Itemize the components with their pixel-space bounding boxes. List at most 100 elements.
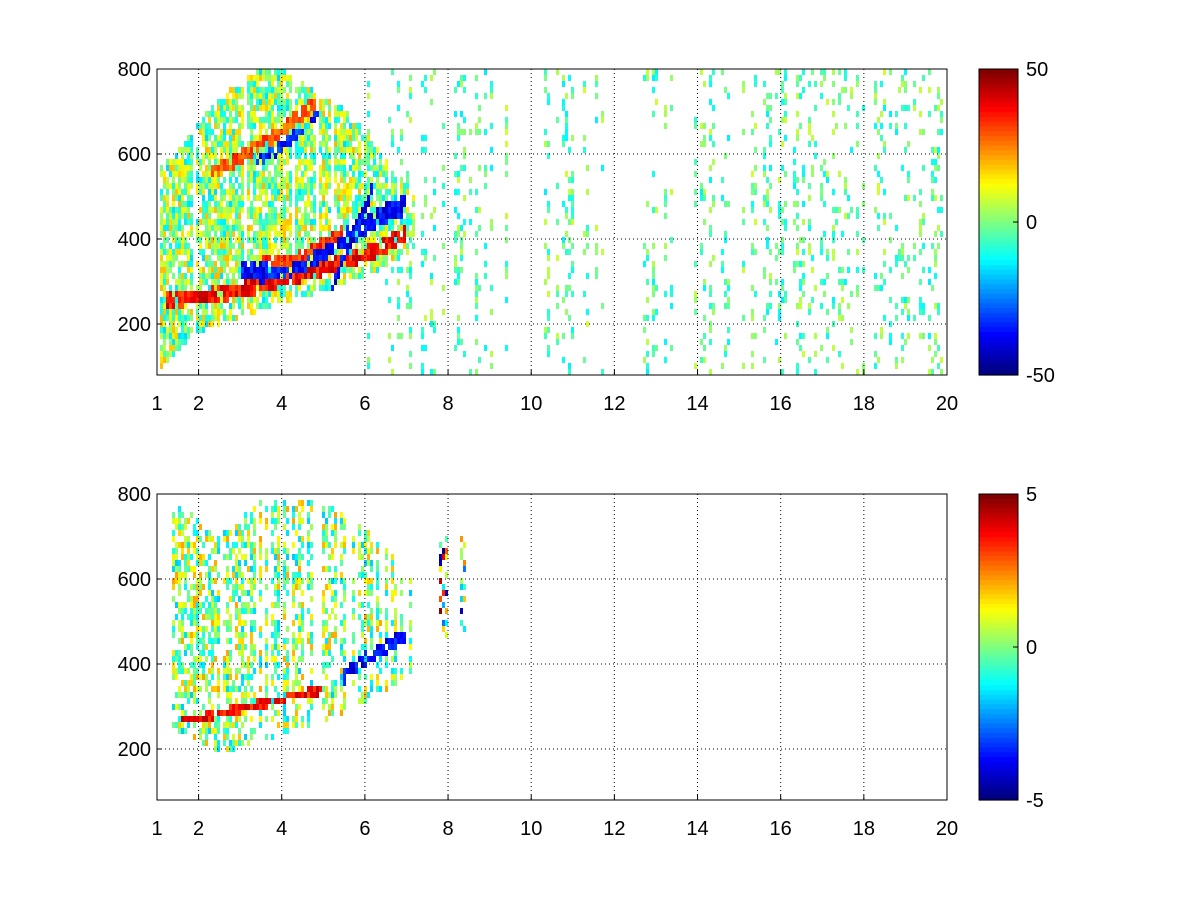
heatmap-cell: [181, 279, 184, 285]
heatmap-cell: [298, 524, 301, 530]
heatmap-cell: [265, 87, 268, 93]
heatmap-cell: [562, 141, 565, 147]
heatmap-cell: [385, 213, 388, 219]
heatmap-cell: [907, 333, 910, 339]
heatmap-cell: [208, 554, 211, 560]
heatmap-cell: [310, 243, 313, 249]
heatmap-cell: [223, 309, 226, 315]
heatmap-cell: [286, 680, 289, 686]
heatmap-cell: [205, 680, 208, 686]
heatmap-cell: [334, 261, 337, 267]
heatmap-cell: [298, 225, 301, 231]
heatmap-cell: [169, 291, 172, 297]
heatmap-cell: [289, 201, 292, 207]
heatmap-cell: [820, 195, 823, 201]
heatmap-cell: [235, 644, 238, 650]
heatmap-cell: [178, 512, 181, 518]
heatmap-cell: [187, 183, 190, 189]
heatmap-cell: [367, 554, 370, 560]
heatmap-cell: [274, 243, 277, 249]
heatmap-cell: [655, 309, 658, 315]
heatmap-cell: [172, 584, 175, 590]
colorbar-segment: [979, 513, 1018, 519]
heatmap-cell: [355, 243, 358, 249]
heatmap-cell: [400, 249, 403, 255]
heatmap-cell: [484, 273, 487, 279]
colorbar-segment: [979, 537, 1018, 543]
heatmap-cell: [250, 626, 253, 632]
heatmap-cell: [919, 231, 922, 237]
heatmap-cell: [283, 69, 286, 75]
heatmap-cell: [217, 692, 220, 698]
heatmap-cell: [565, 213, 568, 219]
heatmap-cell: [250, 159, 253, 165]
colorbar: [978, 68, 1019, 376]
heatmap-cell: [346, 183, 349, 189]
heatmap-cell: [409, 351, 412, 357]
heatmap-cell: [244, 279, 247, 285]
heatmap-cell: [244, 734, 247, 740]
heatmap-cell: [505, 213, 508, 219]
heatmap-cell: [874, 81, 877, 87]
heatmap-cell: [379, 686, 382, 692]
heatmap-cell: [301, 129, 304, 135]
heatmap-cell: [358, 177, 361, 183]
heatmap-cell: [364, 249, 367, 255]
heatmap-cell: [808, 243, 811, 249]
heatmap-cell: [646, 297, 649, 303]
heatmap-cell: [184, 177, 187, 183]
heatmap-cell: [259, 153, 262, 159]
heatmap-cell: [751, 183, 754, 189]
heatmap-cell: [301, 117, 304, 123]
heatmap-cell: [409, 333, 412, 339]
y-tick-label: 200: [118, 739, 151, 761]
heatmap-cell: [370, 165, 373, 171]
heatmap-cell: [217, 620, 220, 626]
heatmap-cell: [160, 195, 163, 201]
heatmap-cell: [223, 536, 226, 542]
heatmap-cell: [595, 75, 598, 81]
heatmap-cell: [505, 105, 508, 111]
heatmap-cell: [328, 267, 331, 273]
heatmap-cell: [769, 207, 772, 213]
heatmap-cell: [190, 219, 193, 225]
heatmap-cell: [439, 566, 442, 572]
heatmap-cell: [850, 291, 853, 297]
heatmap-cell: [904, 147, 907, 153]
heatmap-cell: [457, 213, 460, 219]
heatmap-cell: [241, 608, 244, 614]
heatmap-cell: [781, 99, 784, 105]
heatmap-cell: [562, 357, 565, 363]
heatmap-cell: [196, 231, 199, 237]
heatmap-cell: [214, 548, 217, 554]
heatmap-cell: [769, 141, 772, 147]
heatmap-cell: [259, 722, 262, 728]
heatmap-cell: [226, 698, 229, 704]
heatmap-cell: [781, 207, 784, 213]
heatmap-cell: [934, 147, 937, 153]
heatmap-cell: [307, 686, 310, 692]
heatmap-cell: [460, 554, 463, 560]
heatmap-cell: [766, 123, 769, 129]
heatmap-cell: [343, 129, 346, 135]
heatmap-cell: [895, 123, 898, 129]
heatmap-cell: [652, 75, 655, 81]
heatmap-cell: [334, 117, 337, 123]
colorbar-segment: [979, 174, 1018, 180]
heatmap-cell: [376, 219, 379, 225]
heatmap-cell: [322, 255, 325, 261]
heatmap-cell: [694, 291, 697, 297]
heatmap-cell: [346, 147, 349, 153]
heatmap-cell: [265, 225, 268, 231]
heatmap-cell: [289, 261, 292, 267]
heatmap-cell: [337, 273, 340, 279]
heatmap-cell: [178, 183, 181, 189]
heatmap-cell: [271, 656, 274, 662]
heatmap-cell: [463, 117, 466, 123]
heatmap-cell: [382, 165, 385, 171]
heatmap-cell: [283, 261, 286, 267]
colorbar-segment: [979, 207, 1018, 214]
heatmap-cell: [883, 261, 886, 267]
heatmap-cell: [796, 261, 799, 267]
heatmap-cell: [184, 608, 187, 614]
